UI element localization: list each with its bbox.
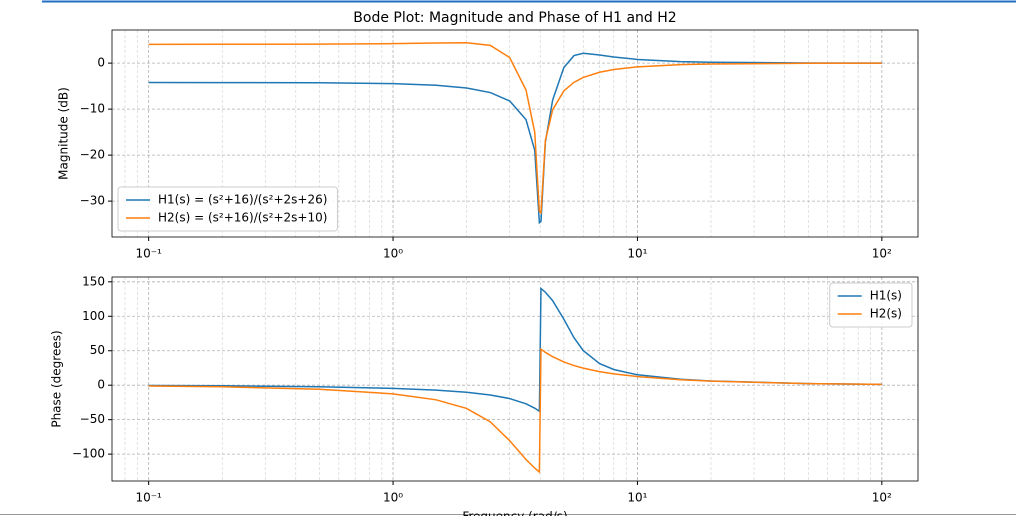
x-tick-label: 10¹ bbox=[627, 491, 647, 505]
y-tick-label: 0 bbox=[97, 378, 105, 392]
x-tick-label: 10² bbox=[872, 247, 892, 261]
legend-label: H2(s) bbox=[870, 307, 902, 321]
y-tick-label: −20 bbox=[80, 148, 105, 162]
y-tick-label: −10 bbox=[80, 102, 105, 116]
y-tick-label: −30 bbox=[80, 194, 105, 208]
y-tick-label: 50 bbox=[90, 343, 105, 357]
y-tick-label: −100 bbox=[72, 447, 105, 461]
legend: H1(s) H2(s) bbox=[829, 282, 913, 328]
legend-label: H2(s) = (s²+16)/(s²+2s+10) bbox=[158, 211, 327, 225]
series-line bbox=[148, 42, 882, 215]
legend-box bbox=[829, 282, 913, 328]
series-line bbox=[148, 286, 882, 413]
y-tick-label: 0 bbox=[97, 56, 105, 70]
plot-frame bbox=[111, 276, 919, 482]
x-axis-label: Frequency (rad/s) bbox=[462, 510, 567, 516]
chart-title: Bode Plot: Magnitude and Phase of H1 and… bbox=[353, 10, 676, 26]
legend-label: H1(s) bbox=[870, 289, 902, 303]
plot-frame bbox=[111, 29, 919, 238]
x-tick-label: 10⁻¹ bbox=[135, 247, 162, 261]
x-tick-label: 10¹ bbox=[627, 247, 647, 261]
y-tick-label: 150 bbox=[82, 274, 105, 288]
series-line bbox=[148, 347, 882, 474]
legend-label: H1(s) = (s²+16)/(s²+2s+26) bbox=[158, 193, 327, 207]
y-axis-label: Phase (degrees) bbox=[50, 330, 64, 427]
x-tick-label: 10⁰ bbox=[383, 247, 403, 261]
y-tick-label: −50 bbox=[80, 412, 105, 426]
x-tick-label: 10⁻¹ bbox=[135, 491, 162, 505]
y-tick-label: 100 bbox=[82, 309, 105, 323]
y-axis-label: Magnitude (dB) bbox=[57, 87, 71, 180]
legend: H1(s) = (s²+16)/(s²+2s+26) H2(s) = (s²+16… bbox=[117, 186, 338, 232]
x-tick-label: 10² bbox=[872, 491, 892, 505]
x-tick-label: 10⁰ bbox=[383, 491, 403, 505]
legend-box bbox=[117, 186, 338, 232]
